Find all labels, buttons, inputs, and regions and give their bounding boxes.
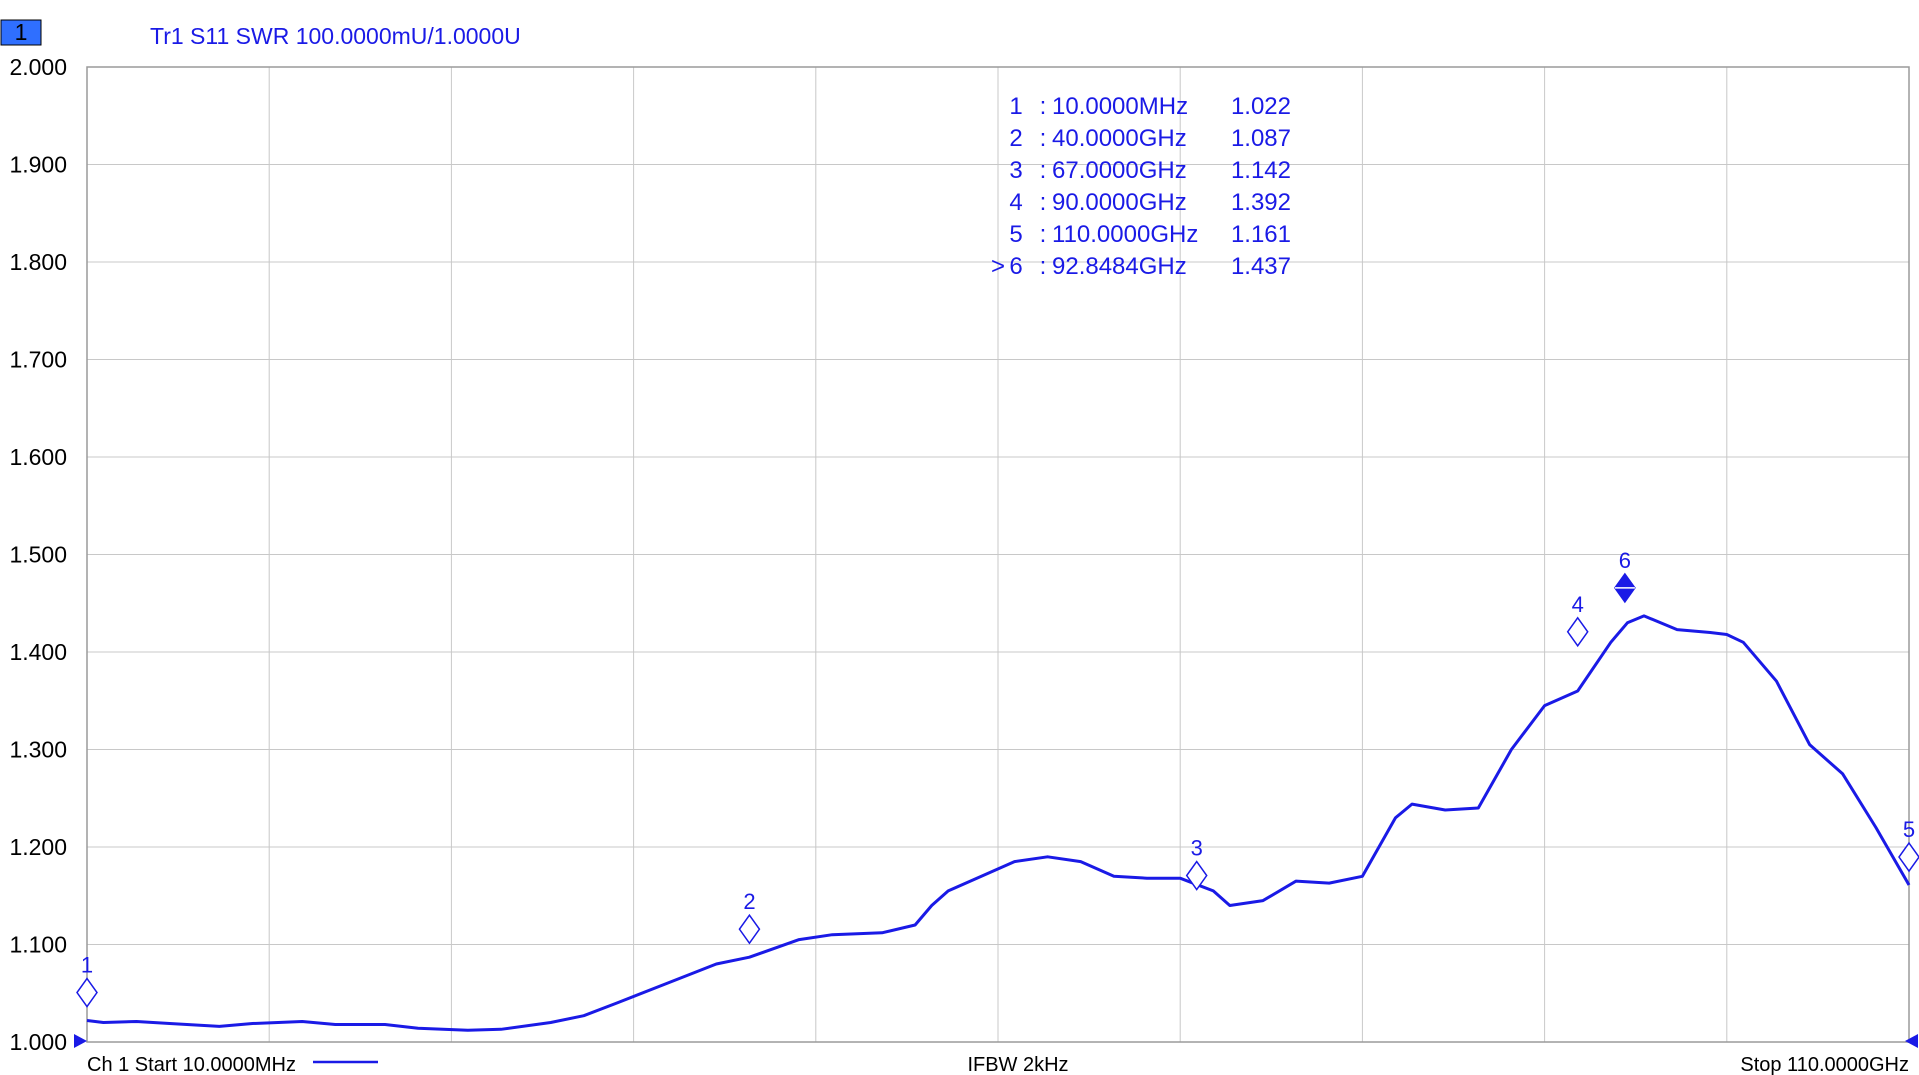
marker-1-label: 1 [81,953,93,978]
marker-table-id-3: 3 [1009,157,1022,184]
y-tick-label: 1.900 [9,152,67,178]
grid [87,67,1909,1042]
y-axis-ticks: 1.000 1.100 1.200 1.300 1.400 1.500 1.600 1.700… [9,54,67,1055]
marker-table-sep-2: : [1040,125,1047,152]
marker-4-symbol [1566,616,1589,648]
marker-5-symbol [1898,841,1919,873]
marker-table-value-6: 1.437 [1231,253,1291,280]
y-tick-label: 1.500 [9,542,67,568]
marker-table-freq-4: 90.0000GHz [1052,189,1187,216]
y-tick-label: 1.400 [9,639,67,665]
trace-label[interactable]: Tr1 S11 SWR 100.0000mU/1.0000U [150,23,521,49]
marker-table-value-5: 1.161 [1231,221,1291,248]
marker-table-freq-6: 92.8484GHz [1052,253,1187,280]
marker-table-freq-3: 67.0000GHz [1052,157,1187,184]
marker-table-id-6: 6 [1009,253,1022,280]
marker-1-symbol [76,977,98,1008]
y-tick-label: 1.800 [9,249,67,275]
y-tick-label: 1.300 [9,737,67,763]
marker-table-sep-1: : [1040,93,1047,120]
stop-arrow-icon [1905,1034,1918,1048]
start-arrow-icon [74,1034,87,1048]
y-tick-label: 1.100 [9,932,67,958]
y-tick-label: 1.000 [9,1029,67,1055]
marker-table-sep-4: : [1040,189,1047,216]
marker-table-id-4: 4 [1009,189,1022,216]
marker-5-label: 5 [1903,817,1915,842]
marker-table-id-1: 1 [1009,93,1022,120]
marker-table-sep-6: : [1040,253,1047,280]
y-tick-label: 1.700 [9,347,67,373]
marker-table-freq-2: 40.0000GHz [1052,125,1187,152]
marker-table-freq-1: 10.0000MHz [1052,93,1188,120]
trace-line [86,614,1911,1032]
footer-start: Ch 1 Start 10.0000MHz [87,1054,296,1075]
footer-stop: Stop 110.0000GHz [1740,1054,1909,1075]
y-tick-label: 1.600 [9,444,67,470]
y-tick-label: 1.200 [9,834,67,860]
marker-table-value-3: 1.142 [1231,157,1291,184]
marker-table-value-2: 1.087 [1231,125,1291,152]
marker-2-label: 2 [743,889,755,914]
plot-frame [86,66,1910,1043]
y-tick-label: 2.000 [9,54,67,80]
marker-table-sep-3: : [1040,157,1047,184]
marker-table-prefix-6: > [991,253,1005,280]
marker-symbols: 1 2 3 4 5 6 [76,548,1919,1008]
marker-table-id-5: 5 [1009,221,1022,248]
marker-3-label: 3 [1191,836,1203,861]
marker-table-freq-5: 110.0000GHz [1052,221,1198,248]
footer-ifbw: IFBW 2kHz [967,1054,1068,1075]
marker-table-sep-5: : [1040,221,1047,248]
marker-table-id-2: 2 [1009,125,1022,152]
marker-2-symbol [738,913,761,945]
channel-badge-label: 1 [15,19,28,45]
marker-3-symbol [1185,860,1208,891]
marker-4-label: 4 [1572,592,1584,617]
marker-table-value-1: 1.022 [1231,93,1291,120]
marker-table-value-4: 1.392 [1231,189,1291,216]
channel-badge[interactable] [0,19,42,46]
marker-6-label: 6 [1619,548,1631,573]
